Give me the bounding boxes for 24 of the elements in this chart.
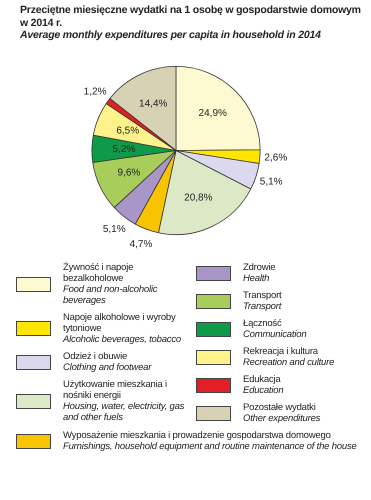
data-label: 2,6% <box>264 152 288 164</box>
legend-label: Pozostałe wydatki Other expenditures <box>243 402 322 424</box>
data-label: 20,8% <box>184 192 213 204</box>
chart-title: Przeciętne miesięczne wydatki na 1 osobę w gospodarstwie domowym w 2014 r. <box>20 4 362 29</box>
legend-label: Transport Transport <box>243 290 283 312</box>
data-label: 5,2% <box>112 144 136 156</box>
legend-label: Edukacja Education <box>243 374 284 396</box>
data-label: 24,9% <box>198 108 228 120</box>
data-label: 5,1% <box>102 224 126 235</box>
legend-label: Napoje alkoholowe i wyroby tytoniowe Alcoholic beverages, tobacco <box>63 312 182 345</box>
legend-label: Łączność Communication <box>243 318 308 340</box>
data-label: 9,6% <box>118 168 140 179</box>
legend-label: Żywność i napoje bezalkoholowe Food and non-alcoholic beverages <box>63 262 158 306</box>
legend-label: Wyposażenie mieszkania i prowadzenie gospodarstwa domowego Furnishings, household equipment and routine maintenance of the house <box>63 430 358 452</box>
chart-subtitle: Average monthly expenditures per capita in household in 2014 <box>20 29 322 42</box>
data-label: 1,2% <box>84 86 107 98</box>
legend-label: Rekreacja i kultura Recreation and culture <box>243 346 336 368</box>
data-label: 4,7% <box>130 239 152 250</box>
legend-label: Użytkowanie mieszkania i nośniki energii Housing, water, electricity, gas and other fuels <box>63 379 186 423</box>
data-label: 6,5% <box>116 126 140 137</box>
legend-label: Zdrowie Health <box>243 262 276 284</box>
data-label: 14,4% <box>139 98 168 110</box>
data-label: 5,1% <box>260 176 283 188</box>
legend-label: Odzież i obuwie Clothing and footwear <box>63 351 153 373</box>
